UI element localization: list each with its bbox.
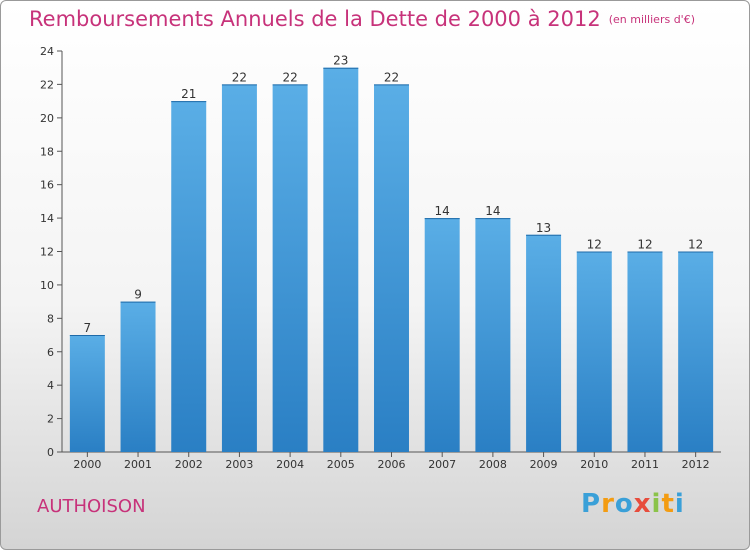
commune-name: AUTHOISON — [37, 496, 146, 517]
bar — [424, 218, 460, 452]
bar-value-label: 7 — [84, 321, 92, 335]
bar-value-label: 12 — [688, 238, 703, 252]
bar — [120, 301, 156, 452]
proxiti-logo: Proxiti — [581, 489, 685, 519]
bar-value-label: 14 — [485, 204, 500, 218]
x-tick-label: 2000 — [73, 458, 101, 471]
bar — [627, 251, 663, 452]
bar-value-label: 22 — [282, 70, 297, 84]
y-tick-label: 12 — [40, 246, 54, 259]
x-tick-label: 2002 — [175, 458, 203, 471]
y-tick-label: 8 — [47, 312, 54, 325]
y-tick-label: 10 — [40, 279, 54, 292]
x-tick-label: 2003 — [225, 458, 253, 471]
bar — [69, 335, 105, 452]
y-tick-label: 20 — [40, 112, 54, 125]
bar — [323, 67, 359, 452]
y-tick-label: 0 — [47, 446, 54, 459]
bar-value-label: 22 — [384, 70, 399, 84]
x-tick-label: 2001 — [124, 458, 152, 471]
y-tick-label: 2 — [47, 413, 54, 426]
y-tick-label: 16 — [40, 179, 54, 192]
bar — [576, 251, 612, 452]
bar-value-label: 12 — [637, 238, 652, 252]
bar-value-label: 21 — [181, 87, 196, 101]
chart-title: Remboursements Annuels de la Dette de 20… — [29, 7, 695, 31]
x-tick-label: 2009 — [530, 458, 558, 471]
y-tick-label: 14 — [40, 212, 54, 225]
bar-value-label: 9 — [134, 288, 142, 302]
bar — [678, 251, 714, 452]
chart-title-text: Remboursements Annuels de la Dette de 20… — [29, 7, 601, 31]
y-tick-label: 6 — [47, 346, 54, 359]
x-tick-label: 2011 — [631, 458, 659, 471]
bar — [272, 84, 308, 453]
bar-value-label: 13 — [536, 221, 551, 235]
bar-value-label: 23 — [333, 54, 348, 68]
bar-value-label: 12 — [587, 238, 602, 252]
x-tick-label: 2005 — [327, 458, 355, 471]
bar — [475, 218, 511, 452]
x-tick-label: 2007 — [428, 458, 456, 471]
bar-value-label: 14 — [435, 204, 450, 218]
bar-value-label: 22 — [232, 70, 247, 84]
y-tick-label: 18 — [40, 145, 54, 158]
chart-unit: (en milliers d'€) — [608, 13, 695, 26]
y-tick-label: 22 — [40, 78, 54, 91]
x-tick-label: 2004 — [276, 458, 304, 471]
x-tick-label: 2012 — [682, 458, 710, 471]
bar — [526, 234, 562, 452]
x-tick-label: 2008 — [479, 458, 507, 471]
bar — [171, 101, 207, 452]
bar — [221, 84, 257, 453]
bar — [374, 84, 409, 453]
y-tick-label: 24 — [40, 45, 54, 58]
x-tick-label: 2006 — [378, 458, 406, 471]
y-tick-label: 4 — [47, 379, 54, 392]
x-tick-label: 2010 — [580, 458, 608, 471]
